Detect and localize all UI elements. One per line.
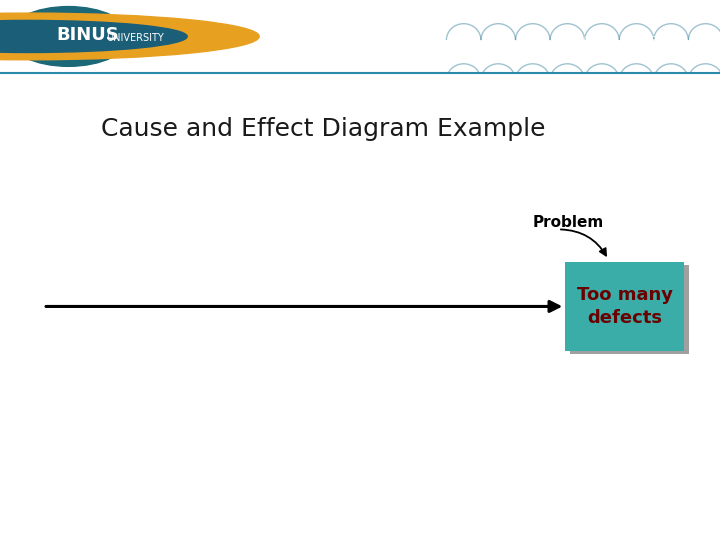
- FancyBboxPatch shape: [570, 265, 689, 354]
- Text: People. Innovation. Excellence.: People. Innovation. Excellence.: [562, 36, 702, 45]
- Text: Problem: Problem: [533, 215, 604, 230]
- FancyBboxPatch shape: [565, 262, 684, 351]
- Text: BINUS: BINUS: [56, 26, 119, 44]
- Ellipse shape: [7, 6, 130, 66]
- Text: UNIVERSITY: UNIVERSITY: [107, 33, 164, 43]
- Circle shape: [0, 21, 187, 52]
- Circle shape: [0, 13, 259, 60]
- Text: Too many
defects: Too many defects: [577, 286, 672, 327]
- Text: Cause and Effect Diagram Example: Cause and Effect Diagram Example: [101, 117, 545, 141]
